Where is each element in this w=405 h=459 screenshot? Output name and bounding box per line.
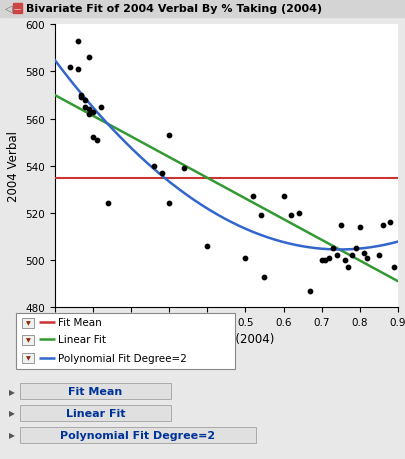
Point bbox=[375, 252, 381, 259]
Point bbox=[295, 210, 301, 217]
Text: ▼: ▼ bbox=[26, 321, 30, 325]
Point bbox=[348, 252, 354, 259]
Point bbox=[82, 97, 88, 104]
Text: Polynomial Fit Degree=2: Polynomial Fit Degree=2 bbox=[58, 353, 186, 363]
Text: ▶: ▶ bbox=[9, 431, 15, 439]
Point bbox=[337, 222, 343, 229]
Point bbox=[166, 132, 172, 140]
Point bbox=[279, 193, 286, 201]
Point bbox=[306, 287, 313, 295]
Point bbox=[333, 252, 339, 259]
Point bbox=[67, 64, 73, 71]
Point bbox=[82, 104, 88, 111]
Point bbox=[322, 257, 328, 264]
X-axis label: % Taking (2004): % Taking (2004) bbox=[178, 333, 273, 346]
Point bbox=[74, 38, 81, 45]
Point bbox=[360, 250, 366, 257]
Point bbox=[74, 66, 81, 73]
Point bbox=[93, 137, 100, 144]
Point bbox=[86, 55, 92, 62]
Text: Polynomial Fit Degree=2: Polynomial Fit Degree=2 bbox=[60, 430, 215, 440]
Point bbox=[318, 257, 324, 264]
Point bbox=[204, 243, 210, 250]
Point bbox=[90, 109, 96, 116]
Point bbox=[325, 254, 332, 262]
Point bbox=[378, 222, 385, 229]
Point bbox=[363, 254, 370, 262]
Text: Linear Fit: Linear Fit bbox=[66, 408, 125, 418]
Point bbox=[260, 273, 267, 280]
Point bbox=[90, 134, 96, 142]
Text: Fit Mean: Fit Mean bbox=[68, 386, 122, 396]
Text: Fit Mean: Fit Mean bbox=[58, 318, 102, 328]
Text: Bivariate Fit of 2004 Verbal By % Taking (2004): Bivariate Fit of 2004 Verbal By % Taking… bbox=[26, 4, 322, 14]
Point bbox=[158, 170, 164, 177]
Point bbox=[78, 92, 85, 100]
Point bbox=[390, 264, 396, 271]
Point bbox=[150, 162, 157, 170]
Text: ▶: ▶ bbox=[9, 387, 15, 396]
Text: —: — bbox=[14, 6, 21, 12]
Point bbox=[86, 111, 92, 118]
Point bbox=[344, 264, 351, 271]
Point bbox=[181, 165, 187, 173]
Point bbox=[329, 245, 335, 252]
Point bbox=[249, 193, 256, 201]
Point bbox=[86, 106, 92, 114]
Text: ▼: ▼ bbox=[26, 338, 30, 342]
Point bbox=[356, 224, 362, 231]
Text: ◁: ◁ bbox=[5, 4, 12, 14]
Point bbox=[287, 212, 294, 219]
Text: ▼: ▼ bbox=[26, 356, 30, 361]
Text: Linear Fit: Linear Fit bbox=[58, 335, 106, 345]
Point bbox=[257, 212, 263, 219]
Text: ▶: ▶ bbox=[9, 409, 15, 417]
Y-axis label: 2004 Verbal: 2004 Verbal bbox=[7, 131, 20, 202]
Point bbox=[78, 95, 85, 102]
Point bbox=[341, 257, 347, 264]
Point bbox=[166, 200, 172, 207]
Point bbox=[386, 219, 392, 226]
Point bbox=[352, 245, 358, 252]
Point bbox=[104, 200, 111, 207]
Point bbox=[97, 104, 104, 111]
Point bbox=[241, 254, 248, 262]
